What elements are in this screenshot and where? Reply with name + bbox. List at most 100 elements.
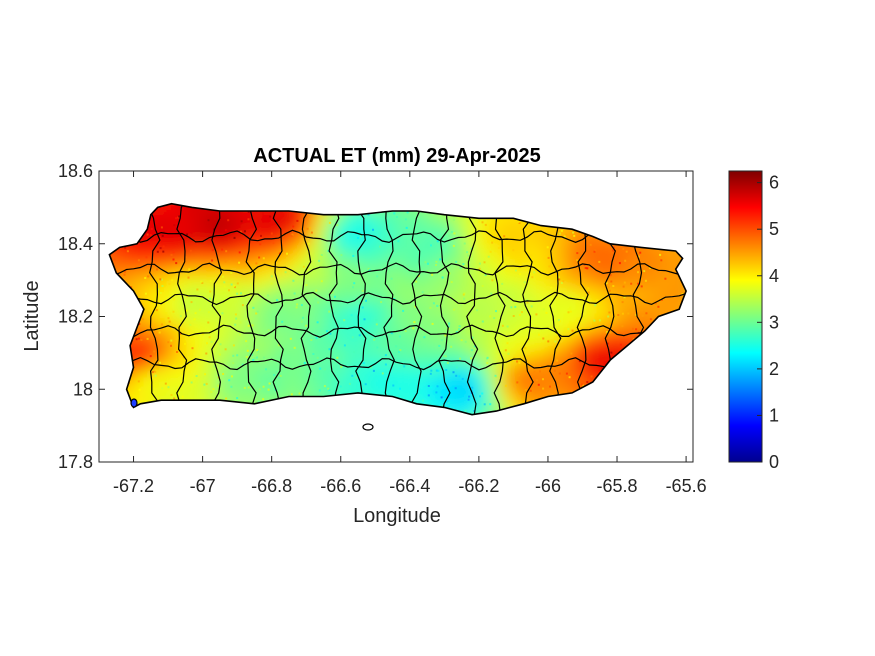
et-speckle (322, 263, 325, 266)
et-cell (468, 303, 476, 312)
et-cell (350, 251, 359, 260)
et-cell (412, 349, 421, 358)
et-cell (240, 212, 248, 221)
et-cell (488, 395, 497, 404)
et-cell (371, 212, 380, 221)
et-cell (426, 310, 435, 319)
et-cell (171, 238, 179, 247)
et-cell (405, 244, 414, 253)
et-cell (364, 231, 373, 240)
et-cell (412, 297, 421, 306)
et-cell (385, 375, 394, 384)
et-speckle (612, 249, 615, 252)
et-cell (578, 349, 587, 358)
et-cell (481, 238, 490, 247)
et-speckle (190, 232, 193, 235)
et-speckle (581, 383, 583, 386)
et-speckle (218, 353, 221, 356)
et-cell (633, 244, 642, 253)
et-cell (302, 336, 311, 345)
et-cell (357, 310, 366, 319)
et-cell (468, 290, 476, 299)
et-cell (454, 316, 463, 325)
et-cell (385, 336, 394, 345)
et-cell (419, 297, 428, 306)
et-speckle (173, 397, 176, 400)
et-speckle (189, 323, 192, 326)
et-speckle (608, 311, 611, 314)
et-cell (412, 310, 421, 319)
et-cell (509, 316, 518, 325)
et-cell (426, 244, 435, 253)
et-cell (405, 297, 414, 306)
et-cell (164, 369, 173, 378)
et-cell (412, 290, 421, 299)
et-cell (481, 349, 490, 358)
et-cell (564, 297, 573, 306)
et-cell (392, 362, 400, 371)
et-cell (433, 310, 442, 319)
et-cell (550, 277, 559, 286)
et-cell (226, 218, 235, 227)
et-cell (509, 238, 518, 247)
et-cell (530, 251, 539, 260)
et-cell (240, 382, 248, 391)
et-speckle (598, 369, 601, 372)
et-cell (309, 323, 318, 332)
et-cell (191, 356, 200, 365)
et-cell (143, 264, 152, 273)
et-cell (136, 330, 145, 338)
et-speckle (257, 350, 260, 353)
et-cell (205, 369, 214, 378)
et-cell (253, 284, 262, 293)
et-speckle (220, 322, 223, 325)
et-cell (550, 231, 559, 240)
et-cell (488, 310, 497, 319)
et-speckle (209, 290, 212, 293)
et-cell (481, 244, 490, 253)
et-cell (322, 382, 331, 391)
et-cell (509, 362, 518, 371)
et-speckle (518, 374, 521, 377)
et-speckle (310, 339, 313, 341)
et-cell (212, 375, 221, 384)
et-cell (419, 231, 428, 240)
et-cell (329, 323, 338, 332)
et-speckle (262, 257, 265, 260)
et-cell (481, 395, 490, 404)
et-cell (212, 343, 221, 352)
et-cell (226, 251, 235, 260)
et-speckle (228, 289, 230, 292)
et-cell (599, 323, 608, 332)
et-cell (378, 277, 387, 286)
et-speckle (211, 249, 214, 252)
x-tick-label: -65.6 (666, 476, 707, 496)
et-cell (599, 343, 608, 352)
et-cell (544, 356, 552, 365)
et-cell (454, 297, 463, 306)
et-cell (184, 297, 193, 306)
et-cell (426, 212, 435, 221)
et-cell (329, 382, 338, 391)
et-cell (343, 349, 352, 358)
et-cell (171, 271, 179, 279)
et-cell (357, 375, 366, 384)
x-tick-label: -66.6 (320, 476, 361, 496)
et-cell (398, 343, 407, 352)
et-speckle (240, 230, 242, 233)
et-cell (426, 251, 435, 260)
et-cell (336, 271, 345, 279)
et-cell (661, 277, 670, 286)
et-cell (378, 323, 387, 332)
et-cell (157, 382, 166, 391)
et-cell (405, 395, 414, 404)
et-cell (454, 343, 463, 352)
et-cell (143, 323, 152, 332)
et-speckle (556, 359, 559, 362)
et-speckle (236, 292, 239, 295)
et-speckle (429, 306, 432, 309)
et-cell (198, 277, 207, 286)
et-cell (205, 343, 214, 352)
et-cell (544, 330, 552, 338)
et-cell (405, 290, 414, 299)
